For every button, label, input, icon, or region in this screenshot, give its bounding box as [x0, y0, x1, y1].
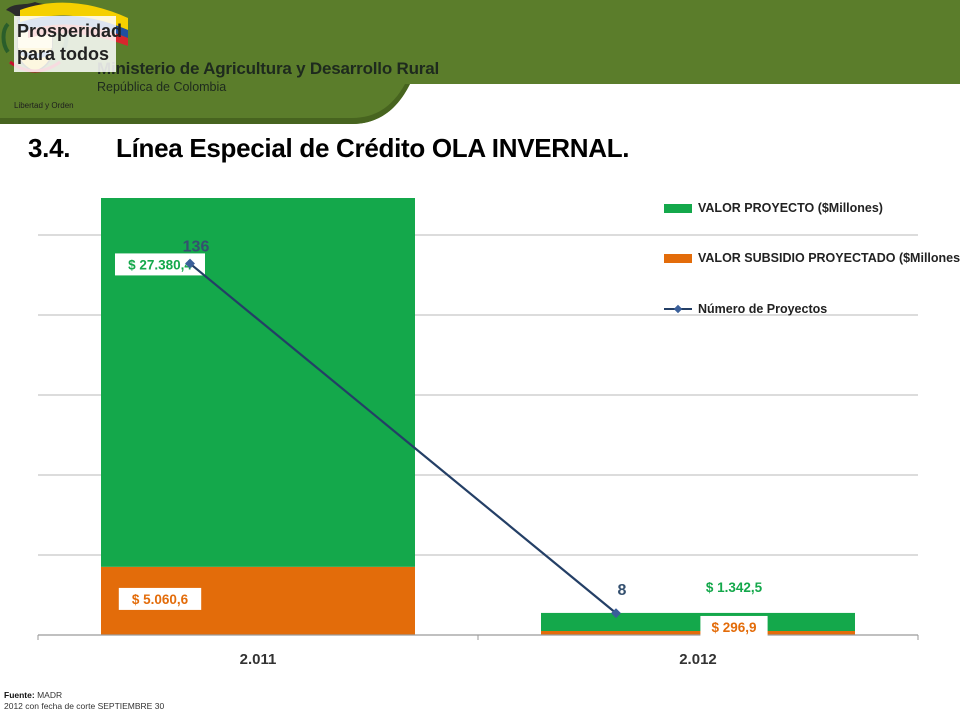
x-tick-label: 2.011	[240, 651, 277, 668]
ministry-block: Ministerio de Agricultura y Desarrollo R…	[97, 59, 439, 94]
data-label-valor-proyecto: $ 27.380,4	[128, 257, 192, 272]
x-tick-label: 2.012	[679, 651, 717, 668]
data-label-valor-proyecto-box	[115, 253, 205, 276]
bar-valor-subsidio	[541, 631, 855, 635]
country-name: República de Colombia	[97, 80, 227, 94]
data-label-valor-proyecto: $ 1.342,5	[706, 580, 763, 595]
prosperidad-logo: Prosperidad para todos	[14, 2, 128, 72]
legend-label: Número de Proyectos	[698, 302, 828, 316]
source-value: MADR	[37, 690, 63, 700]
line-marker	[611, 608, 621, 619]
header-banner: Libertad y Orden Ministerio de Agricultu…	[0, 0, 960, 130]
data-label-valor-subsidio: $ 5.060,6	[132, 592, 189, 607]
line-numero-proyectos	[189, 262, 617, 615]
data-label-valor-subsidio-box	[118, 587, 202, 610]
chart-area: 2.011 2.012 $ 27.380,4 $ 5.060,6 $ 1.342,5 $ …	[37, 198, 919, 668]
data-label-numero-proyectos: 8	[618, 582, 627, 599]
bar-valor-proyecto	[101, 198, 415, 567]
line-marker	[185, 258, 195, 269]
legend-label: VALOR PROYECTO ($Millones)	[698, 201, 883, 215]
data-label-valor-subsidio-box	[700, 615, 768, 638]
source-label: Fuente:	[4, 690, 35, 700]
section-number: 3.4.	[28, 133, 71, 163]
legend-swatch-green	[664, 204, 692, 213]
legend-label: VALOR SUBSIDIO PROYECTADO ($Millones)	[698, 251, 960, 265]
brand-line2: para todos	[17, 44, 109, 64]
data-label-valor-subsidio: $ 296,9	[711, 620, 756, 635]
ministry-name: Ministerio de Agricultura y Desarrollo R…	[97, 59, 439, 78]
source-note: 2012 con fecha de corte SEPTIEMBRE 30	[4, 701, 165, 711]
header-band	[0, 0, 960, 124]
section-title-text: Línea Especial de Crédito OLA INVERNAL.	[116, 133, 630, 163]
brand-line1: Prosperidad	[17, 21, 122, 41]
legend-swatch-orange	[664, 254, 692, 263]
page-title: 3.4. Línea Especial de Crédito OLA INVERN…	[28, 133, 630, 164]
bar-valor-proyecto	[541, 612, 855, 632]
footer-source: Fuente: MADR 2012 con fecha de corte SEP…	[4, 690, 164, 712]
data-label-numero-proyectos: 136	[183, 239, 210, 256]
motto: Libertad y Orden	[14, 101, 74, 110]
legend-line-marker	[664, 304, 692, 314]
